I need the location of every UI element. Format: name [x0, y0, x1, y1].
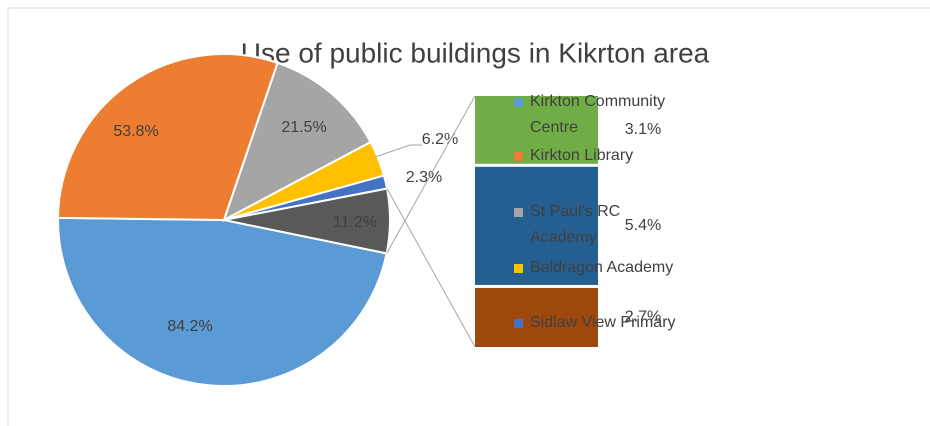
- legend-label: Sidlaw View Primary: [530, 314, 676, 331]
- bar-segment: [475, 96, 598, 164]
- bar-data-label: 2.7%: [625, 309, 661, 326]
- legend-label: Baldragon Academy: [530, 259, 674, 276]
- data-label: 53.8%: [113, 123, 158, 140]
- bar-data-label: 5.4%: [625, 217, 661, 234]
- legend-entry: St Paul's RC Academy: [514, 199, 684, 251]
- legend-swatch: [514, 208, 523, 217]
- data-label: 84.2%: [167, 318, 212, 335]
- legend-entry: Baldragon Academy: [514, 255, 684, 281]
- pie-slice: [222, 61, 372, 223]
- leader-line: [374, 144, 422, 158]
- legend-swatch: [514, 264, 523, 273]
- legend-swatch: [514, 319, 523, 328]
- legend-swatch: [514, 98, 523, 107]
- chart-title: Use of public buildings in Kikrton area: [241, 37, 710, 68]
- chart-border: [7, 7, 930, 426]
- connector-line: [386, 95, 476, 254]
- pie-slice: [57, 53, 279, 222]
- bar-data-label: 3.1%: [625, 121, 661, 138]
- legend-label: St Paul's RC Academy: [530, 203, 621, 246]
- legend-entry: Kirkton Library: [514, 143, 684, 169]
- data-label: 21.5%: [281, 119, 326, 136]
- data-label: 6.2%: [422, 131, 458, 148]
- legend-label: Kirkton Library: [530, 147, 634, 164]
- bar-segment: [475, 166, 598, 285]
- legend-swatch: [514, 152, 523, 161]
- legend-entry: Sidlaw View Primary: [514, 310, 684, 336]
- pie-slice: [57, 216, 388, 387]
- legend-entry: Kirkton Community Centre: [514, 89, 684, 141]
- legend-label: Kirkton Community Centre: [530, 93, 666, 136]
- data-label: 11.2%: [333, 214, 377, 231]
- data-label: 2.3%: [406, 169, 442, 186]
- bar-segment: [475, 287, 598, 347]
- connector-line: [386, 188, 476, 348]
